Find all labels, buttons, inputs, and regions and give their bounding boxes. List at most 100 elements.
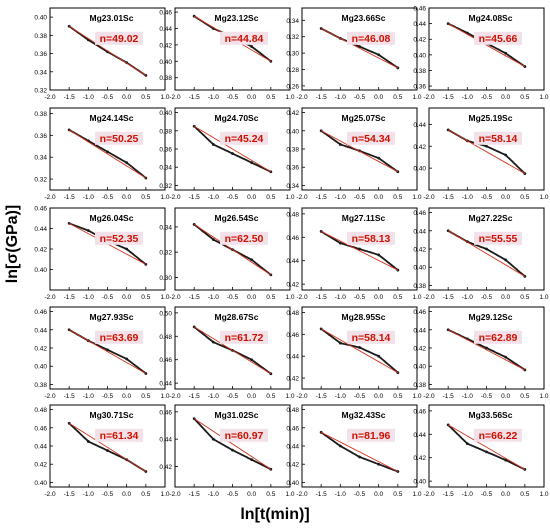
- panel-title: Mg28.95Sc: [342, 312, 386, 322]
- data-point: [377, 462, 381, 466]
- y-tick-label: 0.34: [286, 18, 299, 25]
- panel-17: -2.0 -1.5 -1.0 -0.5 0.0 0.5 1.0 0.40 0.42 0.44 0.4…: [34, 404, 170, 498]
- x-tick-label: -1.5: [189, 393, 201, 400]
- y-tick-label: 0.46: [159, 10, 172, 17]
- y-tick-label: 0.46: [286, 332, 299, 339]
- x-tick-label: 0.5: [141, 194, 150, 201]
- panel-title: Mg25.07Sc: [342, 113, 386, 123]
- panel-1: -2.0 -1.5 -1.0 -0.5 0.0 0.5 1.0 0.32 0.34 0.36 0.3…: [34, 7, 170, 101]
- panel-7: -2.0 -1.5 -1.0 -0.5 0.0 0.5 1.0 0.34 0.36 0.38 0.4…: [286, 107, 422, 201]
- x-tick-label: -1.5: [316, 194, 328, 201]
- y-tick-label: 0.42: [34, 462, 47, 469]
- panel-title: Mg23.12Sc: [215, 13, 259, 23]
- x-tick-label: -0.5: [102, 294, 114, 301]
- x-tick-label: 0.0: [247, 194, 256, 201]
- n-annotation: n=58.13: [352, 233, 391, 245]
- y-tick-label: 0.40: [413, 52, 426, 59]
- y-tick-label: 0.46: [34, 425, 47, 432]
- data-point: [231, 448, 234, 452]
- x-tick-label: 0.5: [393, 194, 402, 201]
- x-tick-label: -1.5: [316, 393, 328, 400]
- data-point: [338, 341, 342, 345]
- x-tick-label: -1.5: [189, 294, 201, 301]
- x-tick-label: -2.0: [169, 94, 181, 101]
- x-tick-label: -1.5: [443, 294, 455, 301]
- x-tick-label: -0.5: [102, 94, 114, 101]
- x-tick-label: -0.5: [227, 393, 239, 400]
- fit-line: [193, 125, 272, 173]
- y-tick-label: 0.42: [159, 42, 172, 49]
- x-tick-label: 0.5: [520, 393, 529, 400]
- x-tick-label: 0.0: [247, 393, 256, 400]
- y-tick-label: 0.44: [159, 26, 172, 33]
- x-tick-label: 1.0: [412, 491, 421, 498]
- y-tick-label: 0.40: [413, 166, 426, 173]
- x-tick-label: 0.5: [141, 294, 150, 301]
- y-tick-label: 0.38: [413, 283, 426, 290]
- n-annotation: n=44.84: [225, 33, 264, 45]
- y-tick-label: 0.42: [286, 462, 299, 469]
- data-point: [338, 241, 342, 245]
- n-annotation: n=52.35: [100, 233, 139, 245]
- x-tick-label: -0.5: [481, 491, 493, 498]
- data-point: [358, 247, 361, 251]
- x-tick-label: -1.0: [335, 94, 347, 101]
- data-point: [211, 238, 215, 241]
- y-tick-label: 0.34: [34, 69, 47, 76]
- x-tick-label: 0.0: [501, 393, 510, 400]
- panel-4: -2.0 -1.5 -1.0 -0.5 0.0 0.5 1.0 0.36 0.38 0.40 0.4…: [413, 6, 549, 102]
- y-tick-label: 0.44: [159, 437, 172, 444]
- x-tick-label: -2.0: [169, 393, 181, 400]
- n-annotation: n=62.89: [479, 332, 518, 344]
- y-tick-label: 0.42: [286, 376, 299, 383]
- x-tick-label: 0.0: [122, 294, 131, 301]
- panel-13: -2.0 -1.5 -1.0 -0.5 0.0 0.5 1.0 0.38 0.40 0.42 0.4…: [34, 306, 170, 400]
- y-tick-label: 0.40: [34, 15, 47, 22]
- y-tick-label: 0.42: [413, 455, 426, 462]
- data-point: [250, 458, 254, 462]
- y-tick-label: 0.48: [286, 310, 299, 317]
- data-point: [106, 449, 109, 452]
- y-tick-label: 0.44: [34, 444, 47, 451]
- data-point: [358, 455, 361, 459]
- y-tick-label: 0.38: [34, 382, 47, 389]
- x-tick-label: -0.5: [481, 94, 493, 101]
- y-tick-label: 0.46: [286, 235, 299, 242]
- x-tick-label: -1.0: [208, 491, 220, 498]
- x-tick-label: 0.0: [374, 491, 383, 498]
- annotation-bg: [220, 428, 268, 442]
- x-tick-label: 1.0: [539, 294, 548, 301]
- x-tick-label: -1.5: [64, 194, 76, 201]
- x-tick-label: -0.5: [102, 393, 114, 400]
- y-tick-label: 0.40: [34, 364, 47, 371]
- x-tick-label: -1.0: [462, 94, 474, 101]
- fit-line: [320, 28, 399, 69]
- y-tick-label: 0.40: [413, 265, 426, 272]
- x-tick-label: -2.0: [44, 194, 56, 201]
- x-tick-label: -0.5: [481, 294, 493, 301]
- x-tick-label: -1.0: [335, 393, 347, 400]
- fit-line: [320, 328, 399, 373]
- annotation-bg: [347, 231, 395, 245]
- y-tick-label: 0.38: [34, 111, 47, 118]
- y-tick-label: 0.40: [413, 479, 426, 486]
- fit-line: [193, 418, 272, 470]
- panel-frame: [301, 7, 418, 91]
- panel-16: -2.0 -1.5 -1.0 -0.5 0.0 0.5 1.0 0.38 0.40 0.42 0.4…: [413, 306, 549, 400]
- fit-line: [320, 130, 399, 173]
- fit-line: [193, 224, 272, 276]
- y-tick-label: 0.34: [34, 155, 47, 162]
- panel-12: -2.0 -1.5 -1.0 -0.5 0.0 0.5 1.0 0.38 0.40 0.42 0.4…: [413, 207, 549, 301]
- x-tick-label: -2.0: [296, 393, 308, 400]
- y-tick-label: 0.48: [159, 334, 172, 341]
- fit-line: [193, 326, 272, 375]
- data-point: [211, 340, 215, 344]
- data-point: [504, 51, 508, 55]
- x-tick-label: 0.5: [520, 294, 529, 301]
- x-tick-label: -1.5: [189, 194, 201, 201]
- y-tick-label: 0.40: [159, 59, 172, 66]
- x-tick-label: -0.5: [227, 94, 239, 101]
- x-tick-label: -1.5: [64, 94, 76, 101]
